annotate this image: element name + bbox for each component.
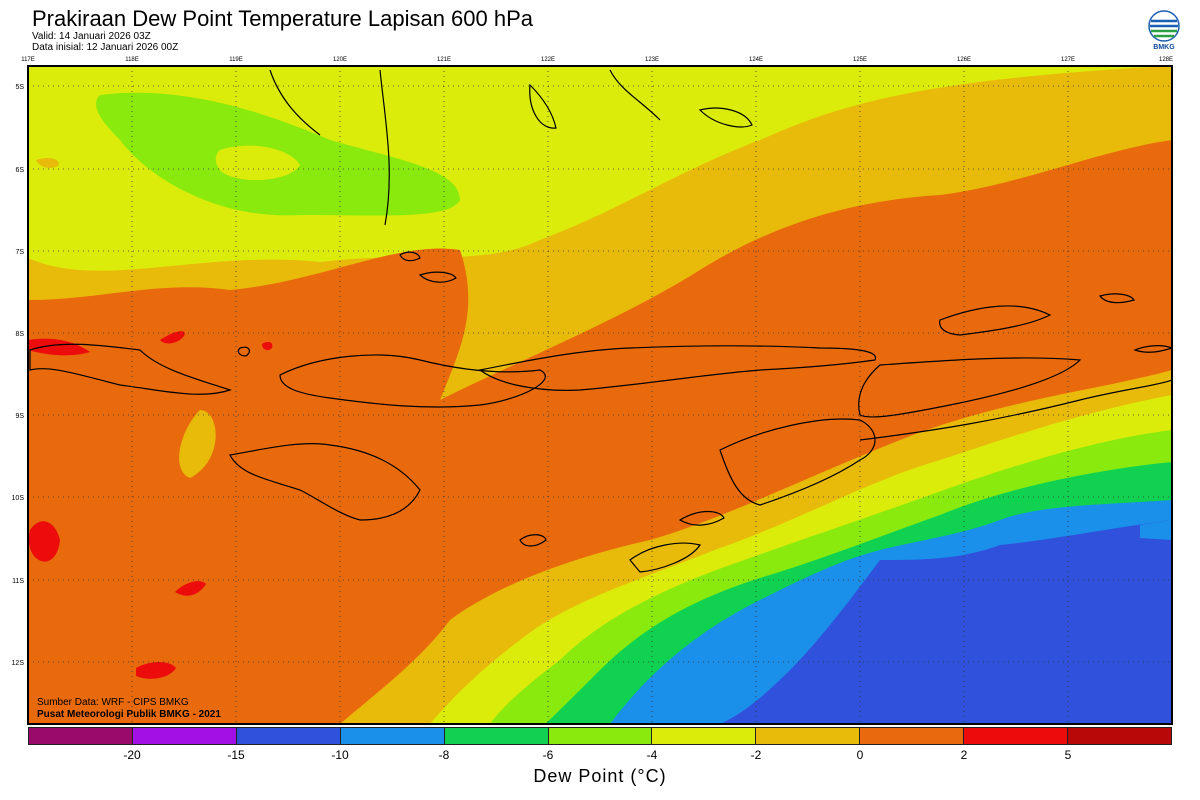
colorbar-tick-label: -4 bbox=[646, 748, 658, 762]
lat-label: 9S bbox=[15, 413, 24, 420]
colorbar-segment bbox=[1068, 728, 1171, 744]
colorbar bbox=[28, 727, 1172, 745]
graticule bbox=[28, 66, 1172, 724]
lon-label: 120E bbox=[333, 57, 347, 63]
lat-label: 7S bbox=[15, 249, 24, 256]
contour-fill bbox=[28, 66, 1172, 724]
initial-time: Data inisial: 12 Januari 2026 00Z bbox=[32, 42, 179, 53]
colorbar-tick-label: 2 bbox=[960, 748, 968, 762]
lat-label: 11S bbox=[12, 578, 24, 585]
bmkg-logo-icon bbox=[1148, 10, 1180, 42]
colorbar-segment bbox=[340, 728, 445, 744]
lon-label: 122E bbox=[541, 57, 555, 63]
colorbar-segment bbox=[756, 728, 861, 744]
colorbar-segment bbox=[236, 728, 341, 744]
valid-time: Valid: 14 Januari 2026 03Z bbox=[32, 31, 151, 42]
colorbar-segment bbox=[132, 728, 237, 744]
colorbar-segment bbox=[860, 728, 965, 744]
colorbar-tick-label: -6 bbox=[542, 748, 554, 762]
source-text: Sumber Data: WRF - CIPS BMKG bbox=[37, 697, 189, 708]
colorbar-tick-label: 5 bbox=[1064, 748, 1072, 762]
lon-label: 119E bbox=[229, 57, 243, 63]
lat-label: 5S bbox=[15, 84, 24, 91]
lat-label: 12S bbox=[12, 660, 25, 667]
lon-label: 121E bbox=[437, 57, 451, 63]
colorbar-tick-label: -20 bbox=[123, 748, 141, 762]
colorbar-segment bbox=[29, 728, 133, 744]
colorbar-title: Dew Point (°C) bbox=[533, 766, 667, 786]
bmkg-logo: BMKG bbox=[1146, 9, 1182, 57]
lat-label: 6S bbox=[15, 167, 24, 174]
coastlines bbox=[29, 69, 1172, 573]
lon-label: 118E bbox=[125, 57, 139, 63]
lon-label: 126E bbox=[957, 57, 971, 63]
colorbar-tick-label: -15 bbox=[227, 748, 245, 762]
logo-label: BMKG bbox=[1153, 44, 1175, 51]
lon-label: 124E bbox=[749, 57, 763, 63]
colorbar-segment bbox=[964, 728, 1069, 744]
colorbar-segment bbox=[548, 728, 653, 744]
lon-label: 128E bbox=[1159, 57, 1173, 63]
lon-label: 125E bbox=[853, 57, 867, 63]
publisher-text: Pusat Meteorologi Publik BMKG - 2021 bbox=[37, 709, 221, 720]
lat-label: 8S bbox=[15, 331, 24, 338]
colorbar-tick-label: -8 bbox=[438, 748, 450, 762]
colorbar-tick-label: -2 bbox=[750, 748, 762, 762]
lon-label: 127E bbox=[1061, 57, 1075, 63]
colorbar-tick-label: -10 bbox=[331, 748, 349, 762]
colorbar-segment bbox=[444, 728, 549, 744]
lat-label: 10S bbox=[12, 495, 25, 502]
lat-axis-labels: 5S 6S 7S 8S 9S 10S 11S 12S bbox=[12, 84, 25, 667]
lon-label: 117E bbox=[21, 57, 35, 63]
map-frame bbox=[27, 65, 1173, 725]
lon-label: 123E bbox=[645, 57, 659, 63]
colorbar-tick-label: 0 bbox=[856, 748, 864, 762]
colorbar-segment bbox=[652, 728, 757, 744]
page-title: Prakiraan Dew Point Temperature Lapisan … bbox=[32, 6, 534, 31]
lon-axis-labels: 117E 118E 119E 120E 121E 122E 123E 124E … bbox=[21, 57, 1173, 63]
